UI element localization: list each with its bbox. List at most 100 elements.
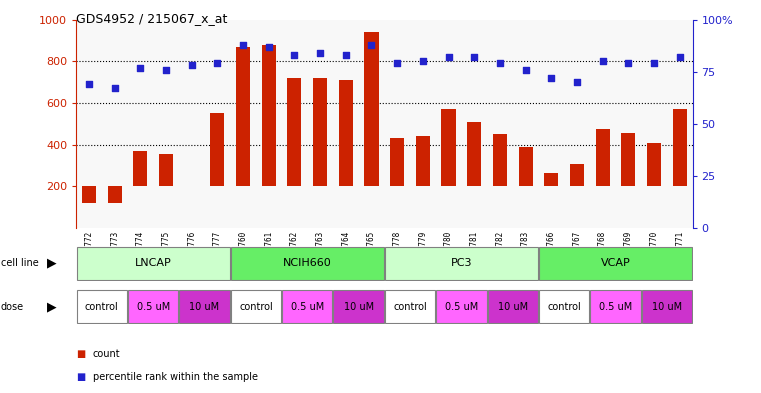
Text: percentile rank within the sample: percentile rank within the sample xyxy=(93,372,258,382)
Point xyxy=(365,42,377,48)
Bar xyxy=(518,147,533,186)
Point xyxy=(314,50,326,56)
Text: 0.5 uM: 0.5 uM xyxy=(599,301,632,312)
Bar xyxy=(77,290,127,323)
Bar xyxy=(570,164,584,186)
Text: GSM1359783: GSM1359783 xyxy=(521,231,530,277)
Point xyxy=(571,79,583,85)
Text: GSM1359766: GSM1359766 xyxy=(546,231,556,277)
Text: ■: ■ xyxy=(76,349,85,359)
Bar xyxy=(493,134,507,186)
Text: control: control xyxy=(239,301,272,312)
Bar xyxy=(385,247,538,279)
Text: GSM1359763: GSM1359763 xyxy=(316,231,325,277)
Text: GSM1359782: GSM1359782 xyxy=(495,231,505,277)
Text: GSM1359765: GSM1359765 xyxy=(367,231,376,277)
Bar xyxy=(82,186,96,203)
Text: dose: dose xyxy=(1,301,24,312)
Text: GSM1359781: GSM1359781 xyxy=(470,231,479,277)
Bar xyxy=(339,80,353,186)
Bar xyxy=(288,78,301,186)
Point xyxy=(83,81,95,87)
Bar xyxy=(133,151,148,186)
Bar xyxy=(596,129,610,186)
Point xyxy=(648,60,660,66)
Text: 0.5 uM: 0.5 uM xyxy=(136,301,170,312)
Bar xyxy=(416,136,430,186)
Bar xyxy=(107,186,122,203)
Text: GSM1359760: GSM1359760 xyxy=(238,231,247,277)
Bar xyxy=(539,247,692,279)
Text: count: count xyxy=(93,349,120,359)
Text: 0.5 uM: 0.5 uM xyxy=(291,301,324,312)
Point xyxy=(263,44,275,50)
Bar xyxy=(390,138,404,186)
Point xyxy=(212,60,224,66)
Text: GSM1359775: GSM1359775 xyxy=(161,231,170,277)
Point xyxy=(237,42,249,48)
Bar xyxy=(313,78,327,186)
Text: 10 uM: 10 uM xyxy=(651,301,682,312)
Point xyxy=(494,60,506,66)
Text: GSM1359780: GSM1359780 xyxy=(444,231,453,277)
Text: GDS4952 / 215067_x_at: GDS4952 / 215067_x_at xyxy=(76,12,228,25)
Text: 10 uM: 10 uM xyxy=(498,301,528,312)
Bar xyxy=(621,133,635,186)
Bar xyxy=(385,290,435,323)
Point xyxy=(339,52,352,58)
Bar xyxy=(128,290,178,323)
Text: control: control xyxy=(85,301,119,312)
Text: GSM1359768: GSM1359768 xyxy=(598,231,607,277)
Bar xyxy=(441,109,456,186)
Bar xyxy=(77,247,230,279)
Text: GSM1359779: GSM1359779 xyxy=(419,231,428,277)
Text: 10 uM: 10 uM xyxy=(189,301,220,312)
Bar xyxy=(231,290,281,323)
Bar xyxy=(436,290,486,323)
Bar xyxy=(467,122,481,186)
Text: ■: ■ xyxy=(76,372,85,382)
Bar xyxy=(180,290,230,323)
Bar xyxy=(210,114,224,186)
Point xyxy=(391,60,403,66)
Point xyxy=(442,54,454,60)
Bar xyxy=(647,143,661,186)
Text: VCAP: VCAP xyxy=(600,258,630,268)
Point xyxy=(186,62,198,69)
Text: GSM1359776: GSM1359776 xyxy=(187,231,196,277)
Point xyxy=(288,52,301,58)
Text: cell line: cell line xyxy=(1,258,39,268)
Point xyxy=(622,60,635,66)
Bar xyxy=(673,109,686,186)
Text: 10 uM: 10 uM xyxy=(343,301,374,312)
Point xyxy=(673,54,686,60)
Text: GSM1359767: GSM1359767 xyxy=(572,231,581,277)
Point xyxy=(468,54,480,60)
Text: GSM1359761: GSM1359761 xyxy=(264,231,273,277)
Text: NCIH660: NCIH660 xyxy=(283,258,332,268)
Point xyxy=(597,58,609,64)
Point xyxy=(417,58,429,64)
Bar xyxy=(488,290,538,323)
Bar xyxy=(539,290,589,323)
Text: GSM1359770: GSM1359770 xyxy=(649,231,658,277)
Bar xyxy=(544,173,559,186)
Text: GSM1359773: GSM1359773 xyxy=(110,231,119,277)
Point xyxy=(520,66,532,73)
Text: GSM1359764: GSM1359764 xyxy=(341,231,350,277)
Text: GSM1359774: GSM1359774 xyxy=(135,231,145,277)
Bar xyxy=(236,47,250,186)
Text: GSM1359772: GSM1359772 xyxy=(84,231,94,277)
Point xyxy=(545,75,557,81)
Point xyxy=(160,66,172,73)
Text: GSM1359778: GSM1359778 xyxy=(393,231,402,277)
Text: GSM1359771: GSM1359771 xyxy=(675,231,684,277)
Text: GSM1359762: GSM1359762 xyxy=(290,231,299,277)
Bar xyxy=(231,247,384,279)
Text: PC3: PC3 xyxy=(451,258,472,268)
Bar xyxy=(365,32,378,186)
Text: ▶: ▶ xyxy=(47,257,57,270)
Text: GSM1359769: GSM1359769 xyxy=(624,231,633,277)
Text: control: control xyxy=(547,301,581,312)
Text: 0.5 uM: 0.5 uM xyxy=(444,301,478,312)
